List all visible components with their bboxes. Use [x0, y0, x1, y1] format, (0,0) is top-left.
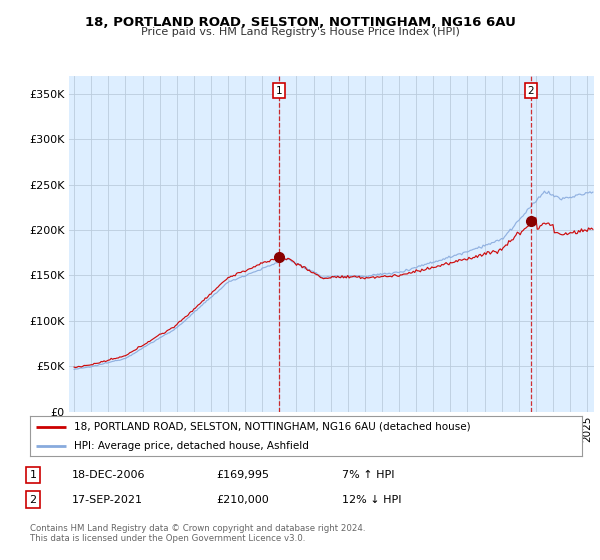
Text: HPI: Average price, detached house, Ashfield: HPI: Average price, detached house, Ashf… [74, 441, 309, 451]
Text: 18, PORTLAND ROAD, SELSTON, NOTTINGHAM, NG16 6AU (detached house): 18, PORTLAND ROAD, SELSTON, NOTTINGHAM, … [74, 422, 471, 432]
Text: 2: 2 [527, 86, 534, 96]
Text: £169,995: £169,995 [216, 470, 269, 480]
Text: 1: 1 [275, 86, 282, 96]
Text: Price paid vs. HM Land Registry's House Price Index (HPI): Price paid vs. HM Land Registry's House … [140, 27, 460, 38]
Text: 17-SEP-2021: 17-SEP-2021 [72, 494, 143, 505]
Text: 7% ↑ HPI: 7% ↑ HPI [342, 470, 395, 480]
Text: £210,000: £210,000 [216, 494, 269, 505]
Text: 1: 1 [29, 470, 37, 480]
Text: Contains HM Land Registry data © Crown copyright and database right 2024.
This d: Contains HM Land Registry data © Crown c… [30, 524, 365, 543]
Text: 12% ↓ HPI: 12% ↓ HPI [342, 494, 401, 505]
Text: 18-DEC-2006: 18-DEC-2006 [72, 470, 146, 480]
Text: 2: 2 [29, 494, 37, 505]
Text: 18, PORTLAND ROAD, SELSTON, NOTTINGHAM, NG16 6AU: 18, PORTLAND ROAD, SELSTON, NOTTINGHAM, … [85, 16, 515, 29]
